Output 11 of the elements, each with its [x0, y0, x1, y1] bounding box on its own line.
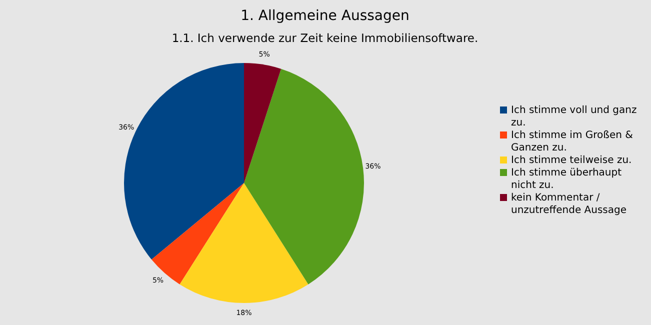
pie-slice	[244, 63, 282, 183]
chart-title: 1. Allgemeine Aussagen	[240, 8, 410, 24]
chart-subtitle: 1.1. Ich verwende zur Zeit keine Immobiliensoftware.	[172, 31, 478, 45]
legend-label: Ich stimme teilweise zu.	[511, 154, 632, 166]
legend-label: Ich stimme voll und ganz zu.	[511, 104, 637, 128]
pie-slice	[152, 183, 244, 284]
legend-label: kein Kommentar / unzutreffende Aussage	[511, 192, 627, 216]
legend-label: Ich stimme im Großen & Ganzen zu.	[511, 130, 634, 154]
legend-label: Ich stimme überhaupt nicht zu.	[511, 167, 622, 191]
pie-slice	[244, 68, 364, 284]
pie-slice	[180, 183, 308, 303]
